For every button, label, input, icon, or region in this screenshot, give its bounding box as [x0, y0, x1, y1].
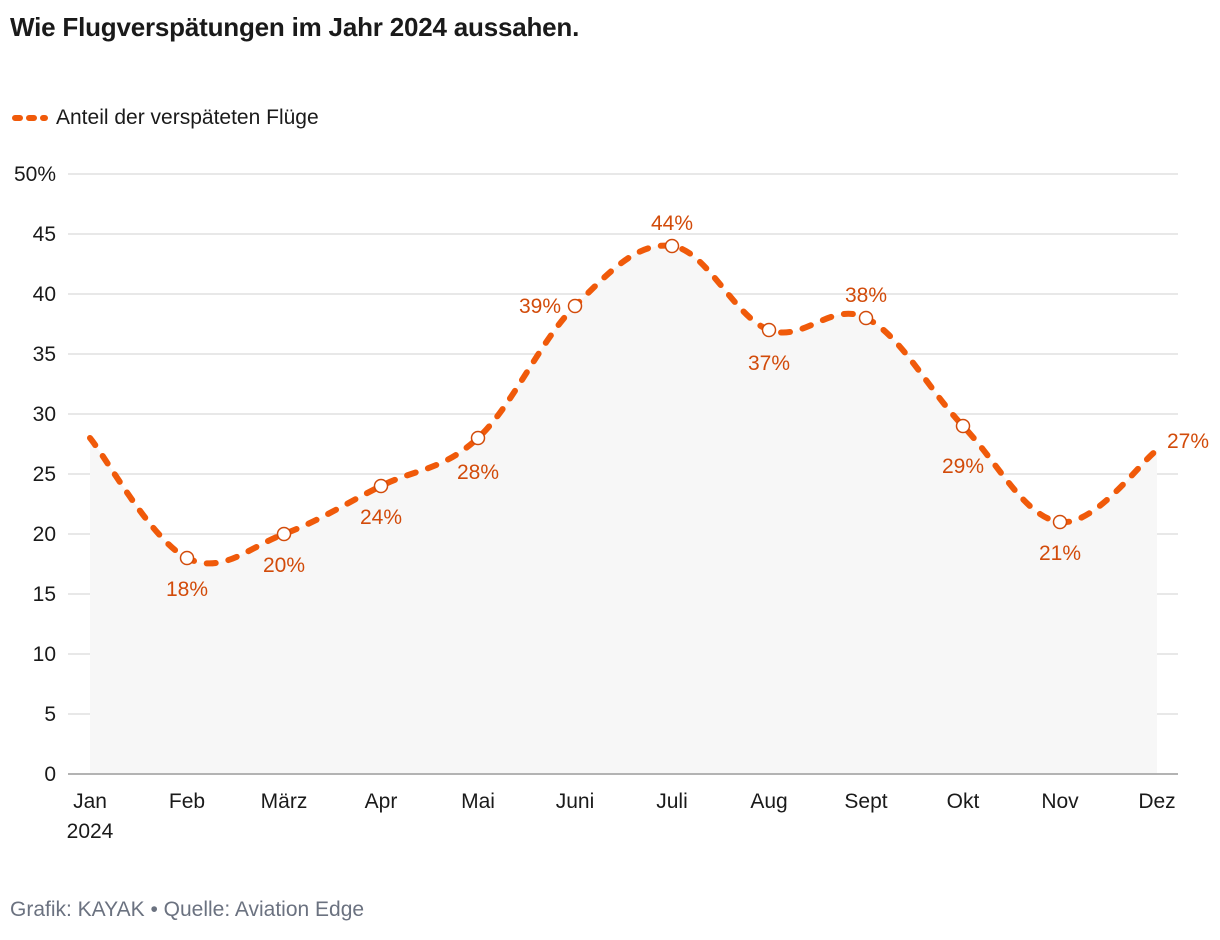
data-points: [179, 238, 1068, 566]
data-point-Feb: [179, 550, 195, 566]
line-chart: 0 5 10 15 20 25 30 35 40 45 50% Jan 2024 Feb März Apr M…: [14, 163, 1209, 843]
x-tick-label: Jan: [73, 790, 107, 813]
y-tick-label: 35: [33, 343, 56, 366]
x-tick-label: Dez: [1138, 790, 1175, 813]
x-tick-label: Feb: [169, 790, 205, 813]
y-tick-label: 30: [33, 403, 56, 426]
data-point-Okt: [955, 418, 971, 434]
y-tick-label: 0: [44, 763, 56, 786]
y-tick-label: 20: [33, 523, 56, 546]
data-label-Nov: 21%: [1039, 542, 1081, 565]
data-point-Sept: [858, 310, 874, 326]
y-tick-label: 25: [33, 463, 56, 486]
series-line-delayed-flights: [87, 242, 1160, 567]
data-point-Mai: [470, 430, 486, 446]
data-label-Sept: 38%: [845, 284, 887, 307]
data-point-Nov: [1052, 514, 1068, 530]
y-tick-label: 45: [33, 223, 56, 246]
data-point-März: [276, 526, 292, 542]
data-point-Juni: [567, 298, 583, 314]
footer-separator: •: [150, 898, 158, 921]
x-tick-label: Nov: [1041, 790, 1079, 813]
data-label-Aug: 37%: [748, 352, 790, 375]
legend: Anteil der verspäteten Flüge: [12, 104, 319, 132]
x-tick-label: Aug: [750, 790, 787, 813]
y-tick-label: 15: [33, 583, 56, 606]
x-axis-ticks: Jan 2024 Feb März Apr Mai Juni Juli Aug Sept Okt No…: [67, 790, 1176, 843]
legend-line-swatch: [12, 115, 48, 121]
y-tick-label: 5: [44, 703, 56, 726]
y-tick-label: 50%: [14, 163, 56, 186]
data-label-Apr: 24%: [360, 506, 402, 529]
data-labels: 18% 20% 24% 28% 39% 44% 37% 38% 29% 21% 27%: [166, 212, 1209, 601]
y-tick-label: 40: [33, 283, 56, 306]
legend-label: Anteil der verspäteten Flüge: [56, 106, 319, 129]
area-under-line: [90, 245, 1157, 774]
x-tick-sublabel: 2024: [67, 820, 114, 843]
data-label-Dez: 27%: [1167, 430, 1209, 453]
x-tick-label: Apr: [365, 790, 398, 813]
x-tick-label: Mai: [461, 790, 495, 813]
x-tick-label: Juli: [656, 790, 688, 813]
data-point-Juli: [664, 238, 680, 254]
y-tick-label: 10: [33, 643, 56, 666]
data-point-Apr: [373, 478, 389, 494]
x-tick-label: Okt: [947, 790, 980, 813]
data-label-März: 20%: [263, 554, 305, 577]
data-label-Okt: 29%: [942, 455, 984, 478]
footer: Grafik: KAYAK • Quelle: Aviation Edge: [10, 898, 364, 922]
chart-title: Wie Flugverspätungen im Jahr 2024 aussah…: [10, 12, 580, 42]
x-tick-label: Juni: [556, 790, 595, 813]
data-label-Feb: 18%: [166, 578, 208, 601]
x-tick-label: März: [261, 790, 308, 813]
y-axis-ticks: 0 5 10 15 20 25 30 35 40 45 50%: [14, 163, 56, 786]
data-label-Juli: 44%: [651, 212, 693, 235]
data-label-Juni: 39%: [519, 295, 561, 318]
footer-source: Quelle: Aviation Edge: [163, 898, 365, 921]
data-point-Aug: [761, 322, 777, 338]
x-tick-label: Sept: [844, 790, 887, 813]
data-label-Mai: 28%: [457, 461, 499, 484]
footer-credit: Grafik: KAYAK: [10, 898, 145, 921]
